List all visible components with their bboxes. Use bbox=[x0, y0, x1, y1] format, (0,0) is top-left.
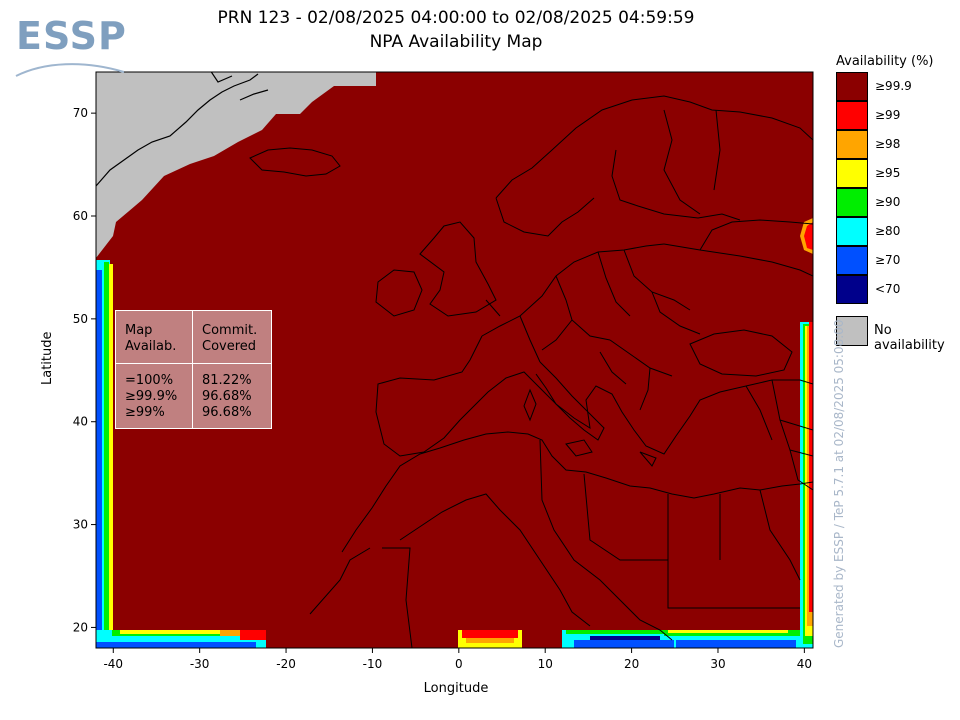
bottom-left-band-red bbox=[240, 630, 266, 640]
y-tick-label-4: 30 bbox=[73, 518, 88, 532]
x-axis-label-text: Longitude bbox=[423, 681, 489, 696]
right-edge-blob-red bbox=[804, 222, 813, 250]
legend-no-availability-swatch bbox=[836, 316, 868, 346]
black-sea-coast bbox=[689, 329, 793, 377]
bottom-right2-blue bbox=[676, 640, 796, 648]
legend-swatch-6 bbox=[836, 246, 868, 275]
scandinavia-coast bbox=[495, 95, 813, 237]
essp-logo-text: ESSP bbox=[16, 14, 127, 58]
islands bbox=[523, 388, 657, 467]
left-edge-yellow bbox=[109, 264, 113, 630]
y-tick-label-5: 20 bbox=[73, 620, 88, 634]
legend-label-7: <70 bbox=[875, 282, 901, 296]
bottom-mid-band-red bbox=[462, 630, 518, 638]
legend-swatch-0 bbox=[836, 72, 868, 101]
x-tick-label-5: 10 bbox=[538, 657, 553, 671]
stats-value-1: 96.68% bbox=[202, 389, 252, 404]
x-axis-label: Longitude bbox=[0, 681, 960, 696]
bottom-right2-yellow bbox=[668, 630, 788, 633]
stats-values: 81.22% 96.68% 96.68% bbox=[202, 373, 252, 421]
europe-borders bbox=[485, 219, 813, 411]
x-tick-label-0: -40 bbox=[103, 657, 123, 671]
y-tick-label-0: 70 bbox=[73, 106, 88, 120]
legend-title: Availability (%) bbox=[836, 54, 934, 69]
legend-label-0: ≥99.9 bbox=[875, 79, 912, 93]
stats-threshold-1: ≥99.9% bbox=[125, 389, 178, 404]
stats-header-col2: Commit. Covered bbox=[202, 323, 257, 355]
italy-coast bbox=[535, 361, 605, 441]
legend-label-1: ≥99 bbox=[875, 108, 901, 122]
stats-threshold-0: =100% bbox=[125, 373, 174, 388]
x-tick-label-3: -10 bbox=[363, 657, 383, 671]
stats-table: Map Availab. Commit. Covered =100% ≥99.9… bbox=[115, 310, 272, 429]
x-tick-label-8: 40 bbox=[797, 657, 812, 671]
x-tick-label-4: 0 bbox=[455, 657, 463, 671]
legend-label-4: ≥90 bbox=[875, 195, 901, 209]
stats-divider-horizontal bbox=[116, 363, 271, 364]
stats-header-col1-line2: Availab. bbox=[125, 339, 177, 354]
stats-value-2: 96.68% bbox=[202, 405, 252, 420]
iceland-coast bbox=[249, 147, 341, 177]
stats-header-col2-line2: Covered bbox=[202, 339, 257, 354]
legend-swatch-1 bbox=[836, 101, 868, 130]
left-edge-blue bbox=[96, 270, 102, 640]
stats-header-col1: Map Availab. bbox=[125, 323, 176, 355]
legend-no-availability-label: No availability bbox=[874, 323, 945, 353]
plot-frame bbox=[95, 71, 814, 649]
legend-swatch-5 bbox=[836, 217, 868, 246]
legend-swatch-4 bbox=[836, 188, 868, 217]
africa-coast bbox=[341, 431, 813, 553]
bottom-right-band-blue bbox=[574, 640, 674, 648]
greenland-coast bbox=[96, 72, 269, 187]
coastlines bbox=[249, 95, 813, 648]
bottom-right-band-green bbox=[566, 630, 664, 634]
y-axis-label: Latitude bbox=[40, 331, 55, 385]
left-edge-green bbox=[104, 262, 109, 632]
britain-coast bbox=[419, 221, 497, 317]
finland-border bbox=[663, 109, 721, 215]
axis-ticks: -40 -30 -20 -10 0 10 20 30 40 70 60 50 40 30 20 bbox=[73, 106, 812, 671]
africa-borders bbox=[309, 439, 801, 648]
ireland-coast bbox=[375, 269, 423, 317]
stats-header-col2-line1: Commit. bbox=[202, 323, 258, 338]
x-tick-label-2: -20 bbox=[276, 657, 296, 671]
stats-divider-vertical bbox=[192, 311, 193, 428]
generated-credit: Generated by ESSP / TeP 5.7.1 at 02/08/2… bbox=[832, 319, 846, 648]
legend-swatch-2 bbox=[836, 130, 868, 159]
stats-value-0: 81.22% bbox=[202, 373, 252, 388]
essp-logo-swoosh bbox=[15, 63, 125, 77]
essp-logo: ESSP bbox=[14, 14, 134, 80]
y-tick-label-1: 60 bbox=[73, 209, 88, 223]
x-tick-label-1: -30 bbox=[190, 657, 210, 671]
x-tick-label-7: 30 bbox=[710, 657, 725, 671]
legend-label-2: ≥98 bbox=[875, 137, 901, 151]
legend-swatch-3 bbox=[836, 159, 868, 188]
legend-swatch-7 bbox=[836, 275, 868, 304]
bottom-mid-band-orange bbox=[466, 638, 514, 643]
y-tick-label-2: 50 bbox=[73, 312, 88, 326]
bottom-left-band-yellow bbox=[120, 630, 255, 634]
middle-east-borders bbox=[745, 379, 813, 491]
x-tick-label-6: 20 bbox=[624, 657, 639, 671]
legend-label-5: ≥80 bbox=[875, 224, 901, 238]
stats-header-col1-line1: Map bbox=[125, 323, 153, 338]
map-title: PRN 123 - 02/08/2025 04:00:00 to 02/08/2… bbox=[217, 8, 695, 28]
y-tick-label-3: 40 bbox=[73, 415, 88, 429]
stats-threshold-2: ≥99% bbox=[125, 405, 165, 420]
legend-label-3: ≥95 bbox=[875, 166, 901, 180]
no-availability-region bbox=[96, 72, 376, 258]
stats-thresholds: =100% ≥99.9% ≥99% bbox=[125, 373, 177, 421]
legend-label-6: ≥70 bbox=[875, 253, 901, 267]
right-edge-red bbox=[809, 322, 813, 612]
bottom-left-band-blue bbox=[96, 642, 256, 648]
map-subtitle: NPA Availability Map bbox=[369, 32, 543, 52]
